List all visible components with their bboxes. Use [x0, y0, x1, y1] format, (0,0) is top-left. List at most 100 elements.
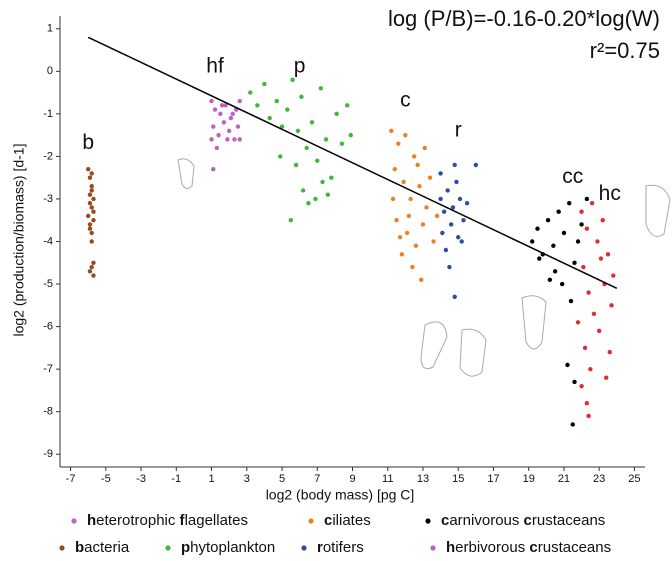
point [586, 413, 591, 419]
y-tick-label: -9 [43, 448, 53, 460]
sketch [521, 295, 547, 350]
point [431, 239, 436, 244]
x-tick-label: 15 [452, 473, 464, 485]
y-tick-label: 0 [47, 65, 53, 77]
point [329, 175, 334, 180]
point [589, 201, 595, 206]
point [89, 171, 94, 176]
point [248, 90, 253, 95]
point [89, 264, 94, 270]
point [591, 311, 597, 317]
legend-marker [425, 518, 431, 524]
point [218, 111, 223, 117]
point [237, 137, 242, 142]
point [212, 107, 218, 112]
point [443, 247, 449, 253]
point [547, 277, 553, 282]
point [299, 94, 304, 100]
point [325, 192, 331, 197]
point [604, 375, 609, 380]
point [223, 103, 228, 108]
x-tick-label: 11 [382, 473, 393, 485]
point [211, 124, 216, 129]
legend-marker [430, 545, 436, 551]
point [334, 111, 339, 117]
legend-label: ciliates [324, 512, 371, 529]
point [274, 98, 279, 104]
point [448, 222, 454, 227]
point [304, 145, 309, 151]
point [440, 230, 445, 236]
point [91, 260, 96, 265]
point [605, 252, 611, 257]
point [91, 196, 96, 202]
point [290, 77, 295, 83]
point [397, 235, 403, 240]
point [535, 226, 540, 231]
x-tick-label: -1 [171, 473, 181, 485]
point [85, 166, 91, 172]
y-tick-label: -3 [43, 193, 53, 205]
legend-marker [308, 518, 314, 524]
legend-marker [59, 545, 65, 551]
point [452, 162, 457, 168]
point [419, 277, 424, 282]
sketch [645, 184, 671, 237]
sketch [177, 158, 195, 190]
x-tick-label: 19 [523, 473, 535, 485]
point [262, 81, 267, 87]
x-tick-label: 7 [314, 473, 320, 485]
point [530, 239, 535, 244]
legend-label: heterotrophic flagellates [87, 512, 248, 529]
point [255, 103, 260, 108]
point [579, 383, 584, 389]
group-label: b [82, 131, 94, 154]
point [575, 239, 581, 244]
point [572, 379, 577, 385]
x-tick-label: -3 [136, 473, 146, 485]
point [406, 213, 412, 219]
point [209, 137, 214, 142]
point [392, 166, 397, 172]
point [345, 103, 350, 108]
x-tick-label: 13 [417, 473, 429, 485]
legend-marker [71, 518, 77, 524]
r-squared: r²=0.75 [590, 38, 660, 63]
point [91, 209, 96, 214]
point [595, 239, 600, 244]
point [267, 115, 272, 121]
point [584, 226, 590, 231]
point [415, 162, 420, 168]
point [582, 345, 588, 351]
point [221, 120, 227, 125]
point [309, 120, 315, 125]
point [339, 141, 345, 146]
point [567, 201, 572, 206]
sketch [420, 321, 448, 370]
point [572, 260, 577, 265]
point [278, 154, 283, 159]
point [459, 239, 464, 244]
x-tick-label: 1 [208, 473, 214, 485]
point [404, 230, 410, 236]
group-label: p [294, 55, 306, 78]
y-tick-label: -2 [43, 150, 53, 162]
point [454, 179, 459, 185]
group-label: c [400, 89, 411, 112]
point [568, 298, 574, 304]
point [410, 264, 415, 270]
sketch [459, 328, 487, 377]
point [434, 213, 440, 219]
legend-marker [301, 545, 307, 551]
x-tick-label: 23 [593, 473, 605, 485]
point [228, 115, 234, 121]
point [87, 192, 93, 197]
point [452, 294, 457, 300]
point [211, 166, 216, 172]
point [607, 349, 612, 355]
point [226, 128, 232, 134]
point [401, 179, 406, 185]
point [420, 222, 426, 227]
point [209, 98, 214, 104]
point [87, 269, 93, 274]
